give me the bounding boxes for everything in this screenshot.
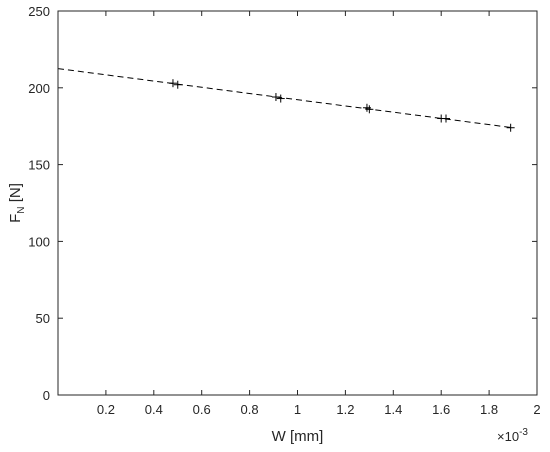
x-tick-label: 0.4 [145, 402, 163, 417]
y-tick-label: 150 [28, 158, 50, 173]
y-ticks: 0 50 100 150 200 250 [28, 4, 537, 403]
x-tick-label: 0.6 [193, 402, 211, 417]
x-exponent-power: -3 [519, 427, 528, 438]
x-tick-label: 0.8 [241, 402, 259, 417]
y-tick-label: 250 [28, 4, 50, 19]
y-tick-label: 0 [43, 388, 50, 403]
x-tick-label: 1 [294, 402, 301, 417]
data-point-marker [365, 105, 374, 114]
fit-line-group [57, 68, 514, 129]
x-tick-label: 2 [533, 402, 540, 417]
x-exponent-label: ×10-3 [497, 427, 528, 444]
data-point-marker [276, 94, 285, 103]
data-markers [168, 79, 515, 132]
axes-box [57, 10, 538, 396]
data-point-marker [506, 123, 515, 132]
x-tick-label: 0.2 [97, 402, 115, 417]
y-axis-label-main: F [7, 214, 24, 223]
x-axis-label: W [mm] [272, 428, 324, 445]
y-tick-label: 50 [36, 311, 50, 326]
y-axis-label-unit: [N] [7, 183, 24, 206]
y-axis-label: FN [N] [7, 183, 27, 223]
x-exponent-base: ×10 [497, 429, 519, 444]
y-tick-label: 200 [28, 81, 50, 96]
x-ticks: 0.2 0.4 0.6 0.8 1 1.2 1.4 1.6 1.8 2 [97, 11, 541, 417]
data-point-marker [168, 79, 177, 88]
data-point-marker [271, 93, 280, 102]
data-point-marker [173, 80, 182, 89]
x-tick-label: 1.6 [432, 402, 450, 417]
plot-area [58, 11, 537, 395]
x-tick-label: 1.2 [336, 402, 354, 417]
x-tick-label: 1.8 [480, 402, 498, 417]
data-point-marker [441, 114, 450, 123]
fit-line [57, 68, 514, 129]
y-axis-label-subscript: N [16, 206, 27, 213]
y-tick-label: 100 [28, 234, 50, 249]
x-tick-label: 1.4 [384, 402, 402, 417]
